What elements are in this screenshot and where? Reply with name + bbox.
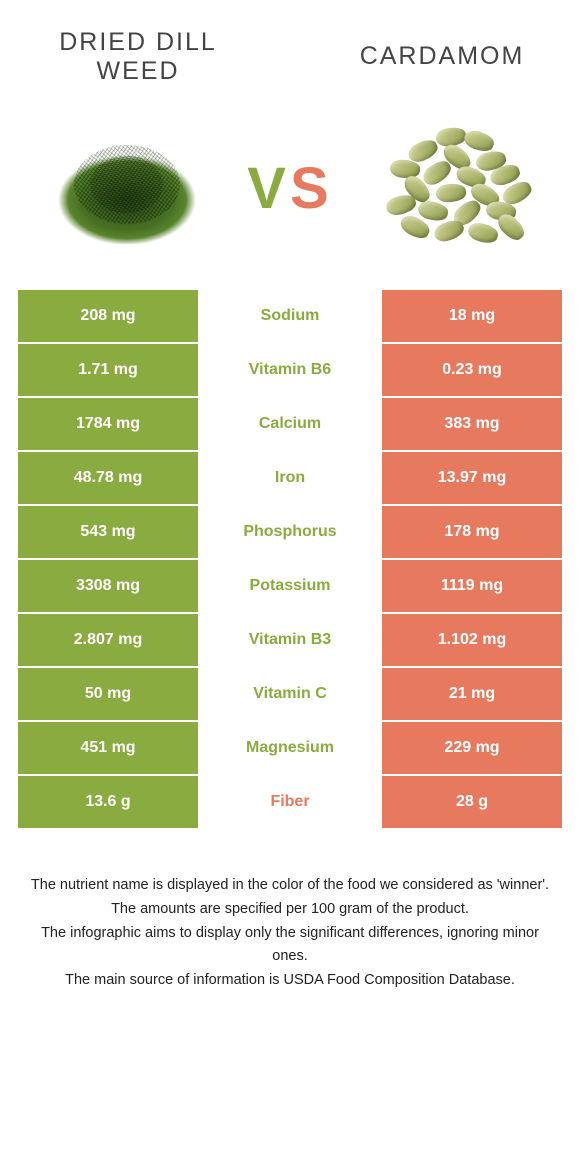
left-value: 3308 mg	[18, 560, 198, 612]
left-value: 50 mg	[18, 668, 198, 720]
left-value: 13.6 g	[18, 776, 198, 828]
food-right-image	[368, 114, 538, 264]
right-value: 383 mg	[382, 398, 562, 450]
left-value: 543 mg	[18, 506, 198, 558]
nutrient-name: Calcium	[198, 398, 382, 450]
footnotes: The nutrient name is displayed in the co…	[18, 874, 562, 992]
table-row: 2.807 mgVitamin B31.102 mg	[18, 614, 562, 668]
food-right-title: CARDAMOM	[342, 42, 542, 71]
nutrient-name: Iron	[198, 452, 382, 504]
table-row: 50 mgVitamin C21 mg	[18, 668, 562, 722]
dill-illustration	[57, 134, 197, 244]
comparison-table: 208 mgSodium18 mg1.71 mgVitamin B60.23 m…	[18, 290, 562, 830]
footnote-line: The amounts are specified per 100 gram o…	[24, 898, 556, 920]
table-row: 3308 mgPotassium1119 mg	[18, 560, 562, 614]
left-value: 208 mg	[18, 290, 198, 342]
right-value: 13.97 mg	[382, 452, 562, 504]
footnote-line: The nutrient name is displayed in the co…	[24, 874, 556, 896]
infographic-container: DRIED DILL WEED CARDAMOM VS 208 mgSodium…	[0, 0, 580, 1034]
right-value: 18 mg	[382, 290, 562, 342]
nutrient-name: Magnesium	[198, 722, 382, 774]
nutrient-name: Vitamin C	[198, 668, 382, 720]
right-value: 1119 mg	[382, 560, 562, 612]
right-value: 28 g	[382, 776, 562, 828]
table-row: 1.71 mgVitamin B60.23 mg	[18, 344, 562, 398]
cardamom-pod	[462, 127, 496, 153]
left-value: 1.71 mg	[18, 344, 198, 396]
cardamom-illustration	[378, 124, 528, 254]
header: DRIED DILL WEED CARDAMOM	[18, 28, 562, 86]
table-row: 13.6 gFiber28 g	[18, 776, 562, 830]
nutrient-name: Phosphorus	[198, 506, 382, 558]
right-value: 21 mg	[382, 668, 562, 720]
nutrient-name: Vitamin B3	[198, 614, 382, 666]
nutrient-name: Potassium	[198, 560, 382, 612]
table-row: 208 mgSodium18 mg	[18, 290, 562, 344]
cardamom-pod	[435, 182, 466, 203]
vs-s: S	[290, 156, 333, 221]
cardamom-pod	[466, 220, 500, 245]
hero-row: VS	[18, 114, 562, 264]
table-row: 1784 mgCalcium383 mg	[18, 398, 562, 452]
left-value: 48.78 mg	[18, 452, 198, 504]
right-value: 1.102 mg	[382, 614, 562, 666]
left-value: 1784 mg	[18, 398, 198, 450]
table-row: 451 mgMagnesium229 mg	[18, 722, 562, 776]
table-row: 543 mgPhosphorus178 mg	[18, 506, 562, 560]
vs-label: VS	[247, 155, 332, 222]
nutrient-name: Sodium	[198, 290, 382, 342]
nutrient-name: Fiber	[198, 776, 382, 828]
table-row: 48.78 mgIron13.97 mg	[18, 452, 562, 506]
left-value: 2.807 mg	[18, 614, 198, 666]
right-value: 0.23 mg	[382, 344, 562, 396]
right-value: 178 mg	[382, 506, 562, 558]
vs-v: V	[247, 156, 290, 221]
food-left-image	[42, 114, 212, 264]
left-value: 451 mg	[18, 722, 198, 774]
food-left-title: DRIED DILL WEED	[38, 28, 238, 86]
nutrient-name: Vitamin B6	[198, 344, 382, 396]
right-value: 229 mg	[382, 722, 562, 774]
footnote-line: The infographic aims to display only the…	[24, 922, 556, 967]
footnote-line: The main source of information is USDA F…	[24, 969, 556, 991]
